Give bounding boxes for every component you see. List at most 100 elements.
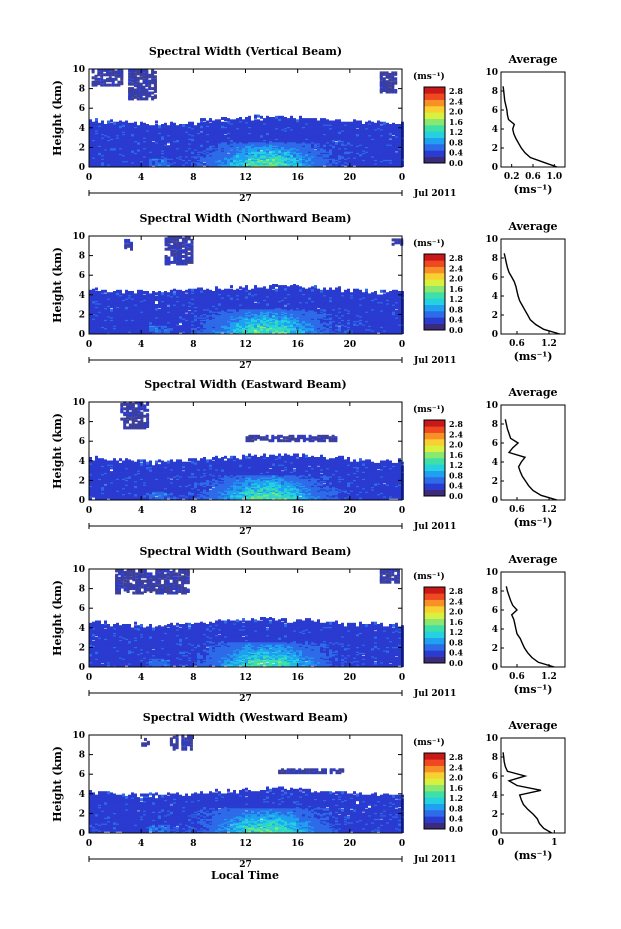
- heat-cell: [179, 124, 182, 127]
- heat-cell: [338, 326, 341, 330]
- heat-cell: [394, 80, 398, 84]
- heat-cell: [209, 122, 212, 126]
- heat-cell: [209, 152, 212, 156]
- heat-cell: [95, 161, 98, 165]
- heat-cell: [341, 325, 344, 329]
- heat-cell: [350, 121, 353, 125]
- heat-cell: [151, 91, 155, 95]
- heat-cell: [91, 80, 95, 84]
- heat-cell: [113, 121, 116, 125]
- heat-cell: [103, 79, 107, 83]
- average-y-tick-label: 0: [492, 163, 498, 173]
- heat-cell: [149, 125, 152, 129]
- heat-cell: [344, 321, 347, 325]
- x-tick-label: 16: [291, 173, 304, 183]
- heat-cell: [329, 135, 332, 139]
- x-tick-label: 12: [239, 173, 252, 183]
- heat-cell: [365, 155, 368, 159]
- heat-cell: [97, 68, 101, 72]
- heat-cell: [161, 159, 164, 163]
- heat-cell: [111, 83, 115, 87]
- heat-cell: [233, 148, 236, 152]
- heat-cell: [379, 87, 383, 91]
- heat-cell: [106, 83, 109, 87]
- colorbar-swatch: [424, 144, 445, 151]
- heat-cell: [362, 134, 365, 138]
- heat-cell: [260, 144, 263, 147]
- heat-cell: [95, 135, 98, 139]
- heat-cell: [388, 84, 392, 88]
- heat-cell: [362, 138, 365, 142]
- heat-cell: [131, 122, 134, 126]
- heat-cell: [263, 151, 266, 155]
- heat-cell: [382, 77, 386, 81]
- heat-cell: [353, 119, 356, 123]
- y-axis-label: Height (km): [51, 80, 64, 156]
- heat-cell: [347, 328, 350, 332]
- heat-cell: [353, 140, 356, 144]
- heat-cell: [142, 85, 146, 89]
- heat-cell: [103, 73, 107, 77]
- heat-cell: [197, 134, 200, 138]
- heat-cell: [98, 122, 101, 126]
- heat-cell: [239, 156, 242, 160]
- heat-cell: [356, 161, 359, 165]
- heat-cell: [227, 118, 230, 122]
- heat-cell: [242, 155, 245, 159]
- heat-cell: [281, 122, 284, 126]
- heat-cell: [251, 132, 254, 136]
- heat-cell: [254, 114, 257, 118]
- heat-cell: [122, 121, 125, 125]
- heat-cell: [281, 118, 284, 122]
- heat-cell: [290, 119, 293, 123]
- heat-cell: [173, 162, 176, 166]
- heat-cell: [110, 134, 113, 138]
- heat-cell: [299, 120, 302, 124]
- heat-cell: [344, 129, 347, 133]
- heat-cell: [164, 321, 167, 325]
- average-title: Average: [507, 53, 557, 66]
- heat-cell: [185, 124, 188, 127]
- heat-cell: [152, 132, 155, 136]
- y-tick-label: 0: [79, 163, 85, 173]
- heat-cell: [380, 121, 383, 125]
- heat-cell: [311, 320, 314, 324]
- heat-cell: [290, 329, 293, 333]
- heat-cell: [111, 68, 115, 72]
- heat-cell: [148, 91, 152, 95]
- heat-cell: [153, 94, 157, 98]
- heat-cell: [278, 118, 281, 122]
- heat-cell: [89, 124, 92, 127]
- heat-cell: [299, 131, 302, 135]
- heat-cell: [233, 151, 236, 155]
- heat-cell: [251, 120, 254, 124]
- heat-cell: [368, 139, 371, 143]
- heat-cell: [142, 72, 146, 76]
- heat-cell: [188, 121, 191, 125]
- heat-cell: [254, 331, 257, 334]
- heat-cell: [98, 138, 101, 142]
- heat-cell: [329, 145, 332, 149]
- heat-cell: [239, 147, 242, 151]
- heat-cell: [335, 121, 338, 125]
- heat-cell: [398, 141, 401, 145]
- average-y-tick-label: 10: [485, 68, 498, 78]
- heat-cell: [314, 145, 317, 149]
- heat-cell: [131, 133, 134, 137]
- heat-cell: [170, 327, 173, 331]
- heat-cell: [257, 148, 260, 152]
- heat-cell: [103, 83, 107, 87]
- heat-cell: [311, 118, 314, 122]
- heat-cell: [296, 124, 299, 127]
- heat-cell: [290, 115, 293, 119]
- heat-cell: [380, 125, 383, 129]
- heat-cell: [116, 125, 119, 129]
- heat-cell: [239, 321, 242, 325]
- heat-cell: [92, 147, 95, 151]
- heat-cell: [139, 90, 143, 93]
- x-tick-label: 0: [399, 173, 405, 183]
- heat-cell: [136, 81, 140, 85]
- date-label: Jul 2011: [413, 189, 456, 199]
- heat-cell: [95, 120, 98, 124]
- heat-cell: [239, 142, 242, 146]
